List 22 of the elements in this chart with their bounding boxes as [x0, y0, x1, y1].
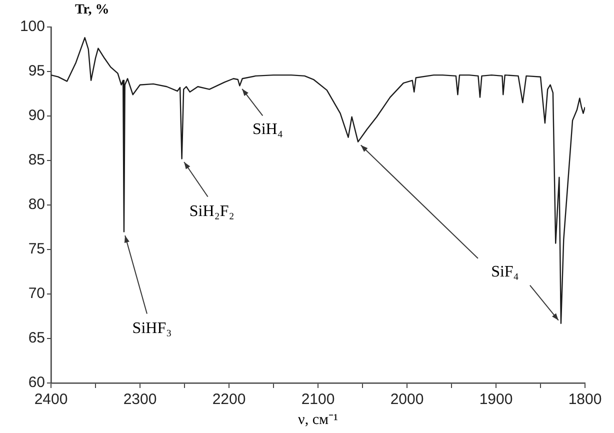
x-tick-label: 1900 [479, 391, 513, 408]
x-tick-label: 2000 [390, 391, 424, 408]
y-tick-label: 75 [28, 240, 45, 258]
y-axis-title: Tr, % [75, 2, 110, 18]
y-tick-label: 65 [28, 330, 45, 347]
y-tick-label: 95 [28, 62, 45, 80]
x-tick-label: 2300 [123, 391, 157, 408]
y-tick-label: 70 [28, 285, 45, 302]
y-tick-label: 100 [20, 18, 45, 36]
y-tick-label: 80 [28, 196, 45, 214]
annotation: SiH₂F₂ [189, 202, 234, 220]
x-tick-label: 2200 [212, 391, 246, 408]
x-axis-title: ν, см⁻¹ [298, 412, 338, 428]
y-tick-label: 60 [28, 374, 45, 392]
x-tick-label: 2100 [301, 391, 335, 408]
y-tick-label: 85 [28, 152, 45, 169]
x-tick-label: 1800 [568, 391, 602, 408]
x-tick-label: 2400 [34, 391, 68, 408]
y-tick-label: 90 [28, 107, 45, 124]
annotation: SiHF₃ [132, 320, 172, 337]
annotation: SiH₄ [252, 120, 284, 138]
annotation: SiF₄ [491, 264, 520, 281]
